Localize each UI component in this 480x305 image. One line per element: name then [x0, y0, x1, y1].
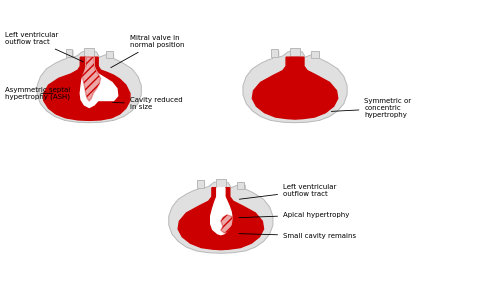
Polygon shape [84, 48, 94, 57]
Polygon shape [312, 51, 319, 59]
Polygon shape [82, 57, 101, 101]
Text: Asymmetric septal
hypertrophy (ASH): Asymmetric septal hypertrophy (ASH) [5, 87, 71, 100]
Polygon shape [237, 182, 244, 189]
Polygon shape [169, 181, 273, 253]
Text: Left ventricular
outflow tract: Left ventricular outflow tract [5, 32, 84, 62]
Text: Small cavity remains: Small cavity remains [239, 233, 356, 239]
Polygon shape [272, 49, 278, 57]
Polygon shape [37, 51, 141, 123]
Text: Symmetric or
concentric
hypertrophy: Symmetric or concentric hypertrophy [331, 99, 411, 118]
Polygon shape [252, 57, 338, 119]
Polygon shape [211, 188, 232, 235]
Text: Apical hypertrophy: Apical hypertrophy [239, 212, 349, 218]
Polygon shape [282, 57, 308, 106]
Text: Mitral valve in
normal position: Mitral valve in normal position [111, 35, 184, 68]
Polygon shape [216, 179, 226, 188]
Polygon shape [290, 48, 300, 57]
Polygon shape [178, 188, 264, 250]
Text: Left ventricular
outflow tract: Left ventricular outflow tract [240, 184, 336, 199]
Polygon shape [197, 180, 204, 188]
Polygon shape [80, 57, 118, 107]
Polygon shape [44, 57, 130, 120]
Polygon shape [66, 49, 72, 57]
Polygon shape [221, 215, 233, 233]
Text: Cavity reduced
in size: Cavity reduced in size [113, 97, 182, 110]
Polygon shape [243, 51, 347, 123]
Polygon shape [106, 51, 113, 59]
